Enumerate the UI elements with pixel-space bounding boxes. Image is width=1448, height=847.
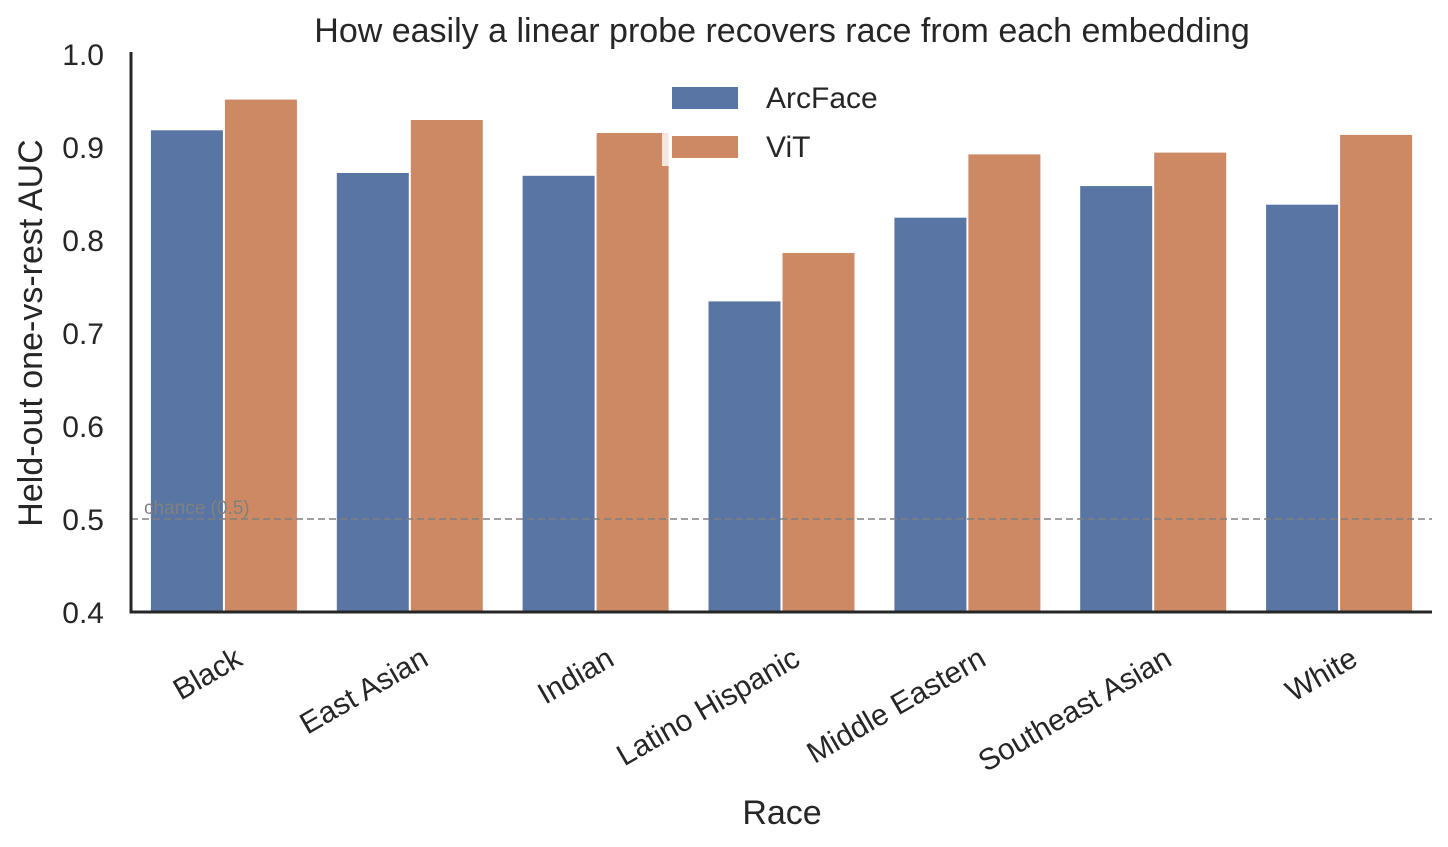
y-tick-label: 0.6 — [62, 411, 104, 444]
bar-arcface-black — [150, 130, 223, 613]
axes — [129, 52, 1432, 614]
x-tick-label: White — [1280, 641, 1363, 708]
x-axis-label: Race — [742, 794, 821, 832]
bar-vit-east-asian — [410, 120, 483, 612]
y-tick-label: 0.8 — [62, 225, 104, 258]
x-tick-label: Latino Hispanic — [611, 641, 805, 772]
bar-arcface-middle-eastern — [894, 217, 967, 612]
legend-swatch-arcface — [672, 87, 738, 109]
y-axis-label: Held-out one-vs-rest AUC — [12, 139, 50, 526]
chance-reference: chance (0.5) — [131, 498, 1432, 520]
bars-group — [150, 99, 1413, 613]
x-tick-label: Black — [168, 641, 249, 707]
y-tick-label: 1.0 — [62, 39, 104, 72]
x-tick-label: East Asian — [294, 641, 433, 740]
legend-label-vit: ViT — [766, 131, 810, 164]
y-tick-label: 0.5 — [62, 504, 104, 537]
bar-arcface-white — [1266, 204, 1339, 612]
bar-vit-black — [224, 99, 297, 613]
bar-vit-southeast-asian — [1154, 152, 1227, 612]
y-tick-label: 0.4 — [62, 597, 104, 630]
x-tick-label: Indian — [532, 641, 619, 710]
x-tick-label: Middle Eastern — [801, 641, 991, 770]
bar-arcface-latino-hispanic — [708, 301, 781, 612]
bar-vit-middle-eastern — [968, 154, 1041, 612]
bar-arcface-east-asian — [336, 173, 409, 612]
bar-vit-latino-hispanic — [782, 253, 855, 612]
chance-label: chance (0.5) — [144, 498, 250, 519]
y-axis-ticks: 0.4 0.5 0.6 0.7 0.8 0.9 1.0 — [62, 39, 104, 630]
x-tick-label: Southeast Asian — [973, 641, 1177, 778]
legend: ArcFace ViT — [662, 72, 878, 166]
bar-arcface-southeast-asian — [1080, 186, 1153, 612]
y-tick-label: 0.9 — [62, 132, 104, 165]
bar-vit-indian — [596, 133, 669, 612]
bar-vit-white — [1340, 134, 1413, 612]
legend-swatch-vit — [672, 136, 738, 158]
bar-arcface-indian — [522, 175, 595, 613]
legend-label-arcface: ArcFace — [766, 82, 878, 115]
chart-title: How easily a linear probe recovers race … — [314, 12, 1249, 50]
y-tick-label: 0.7 — [62, 318, 104, 351]
